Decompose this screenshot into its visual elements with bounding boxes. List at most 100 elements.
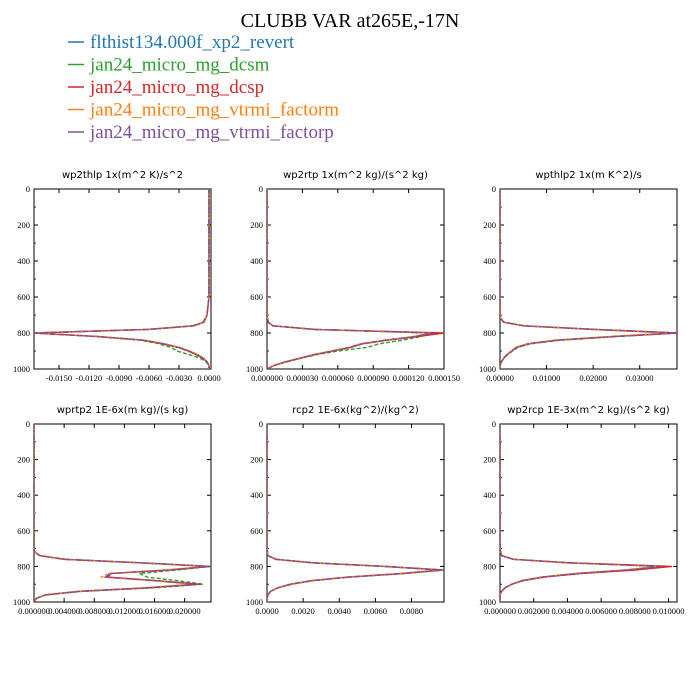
plot-frame: [33, 188, 212, 370]
y-tick-label: 200: [483, 455, 496, 465]
y-tick-label: 0: [492, 184, 496, 194]
y-tick-label: 200: [17, 455, 30, 465]
panel-title: wp2thlp 1x(m^2 K)/s^2: [62, 170, 183, 181]
x-tick-label: 0.000150: [428, 373, 460, 383]
panel-title: wp2rcp 1E-3x(m^2 kg)/(s^2 kg): [507, 405, 670, 416]
x-tick-label: -0.0060: [136, 373, 162, 383]
y-tick-label: 0: [492, 419, 496, 429]
x-tick-label: 0.01000: [533, 373, 561, 383]
plot-frame: [266, 188, 445, 370]
y-tick-label: 1000: [479, 597, 496, 607]
series-line: [500, 189, 677, 369]
x-tick-label: 0.0080: [400, 606, 423, 616]
legend-item: jan24_micro_mg_vtrmi_factorm: [68, 100, 339, 121]
series-line: [34, 424, 209, 602]
legend: flthist134.000f_xp2_revertjan24_micro_mg…: [68, 32, 339, 143]
x-tick-label: 0.000060: [322, 373, 354, 383]
panels: wp2thlp 1x(m^2 K)/s^2 0 200 400 600 800 1000 -0…: [13, 170, 685, 616]
x-tick-label: 0.016000: [139, 606, 171, 616]
y-tick-label: 200: [483, 220, 496, 230]
series-line: [34, 424, 211, 602]
series-line: [34, 424, 211, 602]
x-tick-label: -0.0030: [166, 373, 192, 383]
x-tick-label: 0.012000: [108, 606, 140, 616]
figure-title: CLUBB VAR at265E,-17N: [241, 10, 460, 32]
x-tick-label: 0.0000: [197, 373, 220, 383]
plot-frame: [499, 423, 678, 603]
y-tick-label: 600: [483, 292, 496, 302]
y-tick-label: 0: [259, 419, 263, 429]
y-tick-label: 600: [17, 292, 30, 302]
y-tick-label: 1000: [246, 364, 263, 374]
x-tick-label: 0.004000: [48, 606, 80, 616]
x-tick-label: 0.000000: [484, 606, 516, 616]
series-line: [500, 424, 661, 602]
x-tick-label: 0.000000: [251, 373, 283, 383]
series-line: [267, 424, 444, 602]
y-tick-label: 1000: [246, 597, 263, 607]
x-tick-label: 0.008000: [78, 606, 110, 616]
chart-panel: rcp2 1E-6x(kg^2)/(kg^2) 0 200 400 600 800 1000…: [246, 405, 445, 616]
y-tick-label: 800: [483, 561, 496, 571]
legend-item: jan24_micro_mg_dcsp: [68, 77, 264, 98]
y-tick-label: 800: [250, 561, 263, 571]
legend-label: jan24_micro_mg_dcsm: [89, 55, 270, 76]
series-line: [267, 189, 435, 369]
plot-frame: [33, 423, 212, 603]
legend-item: flthist134.000f_xp2_revert: [68, 32, 295, 53]
legend-label: jan24_micro_mg_vtrmi_factorp: [89, 122, 334, 143]
y-tick-label: 1000: [479, 364, 496, 374]
legend-item: jan24_micro_mg_dcsm: [68, 55, 270, 76]
series-line: [500, 189, 677, 369]
panel-title: rcp2 1E-6x(kg^2)/(kg^2): [292, 405, 419, 416]
series-line: [267, 424, 443, 602]
x-tick-label: 0.0040: [328, 606, 351, 616]
x-tick-label: -0.0150: [46, 373, 72, 383]
series-line: [267, 189, 444, 369]
series-line: [34, 189, 210, 369]
x-tick-label: 0.004000: [551, 606, 583, 616]
y-tick-label: 800: [17, 561, 30, 571]
panel-title: wpthlp2 1x(m K^2)/s: [535, 170, 641, 181]
x-tick-label: 0.02000: [579, 373, 607, 383]
x-tick-label: 0.0060: [364, 606, 387, 616]
y-tick-label: 600: [483, 526, 496, 536]
y-tick-label: 200: [250, 220, 263, 230]
x-tick-label: 0.000000: [18, 606, 50, 616]
x-tick-label: 0.000090: [357, 373, 389, 383]
plot-frame: [266, 423, 445, 603]
series-line: [267, 424, 441, 602]
chart-panel: wp2rcp 1E-3x(m^2 kg)/(s^2 kg) 0 200 400 600 8…: [479, 405, 685, 616]
panel-title: wprtp2 1E-6x(m kg)/(s kg): [57, 405, 189, 416]
series-line: [267, 189, 433, 369]
y-tick-label: 400: [483, 490, 496, 500]
plot-frame: [499, 188, 678, 370]
legend-label: jan24_micro_mg_vtrmi_factorm: [89, 100, 339, 121]
y-tick-label: 400: [17, 256, 30, 266]
series-line: [500, 424, 662, 602]
panel-title: wp2rtp 1x(m^2 kg)/(s^2 kg): [283, 170, 428, 181]
y-tick-label: 600: [250, 292, 263, 302]
series-line: [500, 424, 666, 602]
x-tick-label: 0.006000: [585, 606, 617, 616]
chart-panel: wprtp2 1E-6x(m kg)/(s kg) 0 200 400 600 800 10…: [13, 405, 212, 616]
x-tick-label: 0.010000: [653, 606, 685, 616]
series-line: [267, 189, 433, 369]
x-tick-label: 0.0020: [291, 606, 314, 616]
x-tick-label: 0.008000: [619, 606, 651, 616]
series-line: [267, 189, 430, 369]
y-tick-label: 1000: [13, 597, 30, 607]
x-tick-label: 0.00000: [486, 373, 514, 383]
series-line: [34, 189, 210, 369]
chart-panel: wp2rtp 1x(m^2 kg)/(s^2 kg) 0 200 400 600 800 1…: [246, 170, 460, 383]
series-line: [34, 424, 206, 602]
y-tick-label: 1000: [13, 364, 30, 374]
series-line: [500, 189, 668, 369]
y-tick-label: 400: [483, 256, 496, 266]
series-line: [34, 424, 211, 602]
series-line: [500, 424, 657, 602]
x-tick-label: 0.000120: [393, 373, 425, 383]
y-tick-label: 800: [17, 328, 30, 338]
y-tick-label: 0: [259, 184, 263, 194]
